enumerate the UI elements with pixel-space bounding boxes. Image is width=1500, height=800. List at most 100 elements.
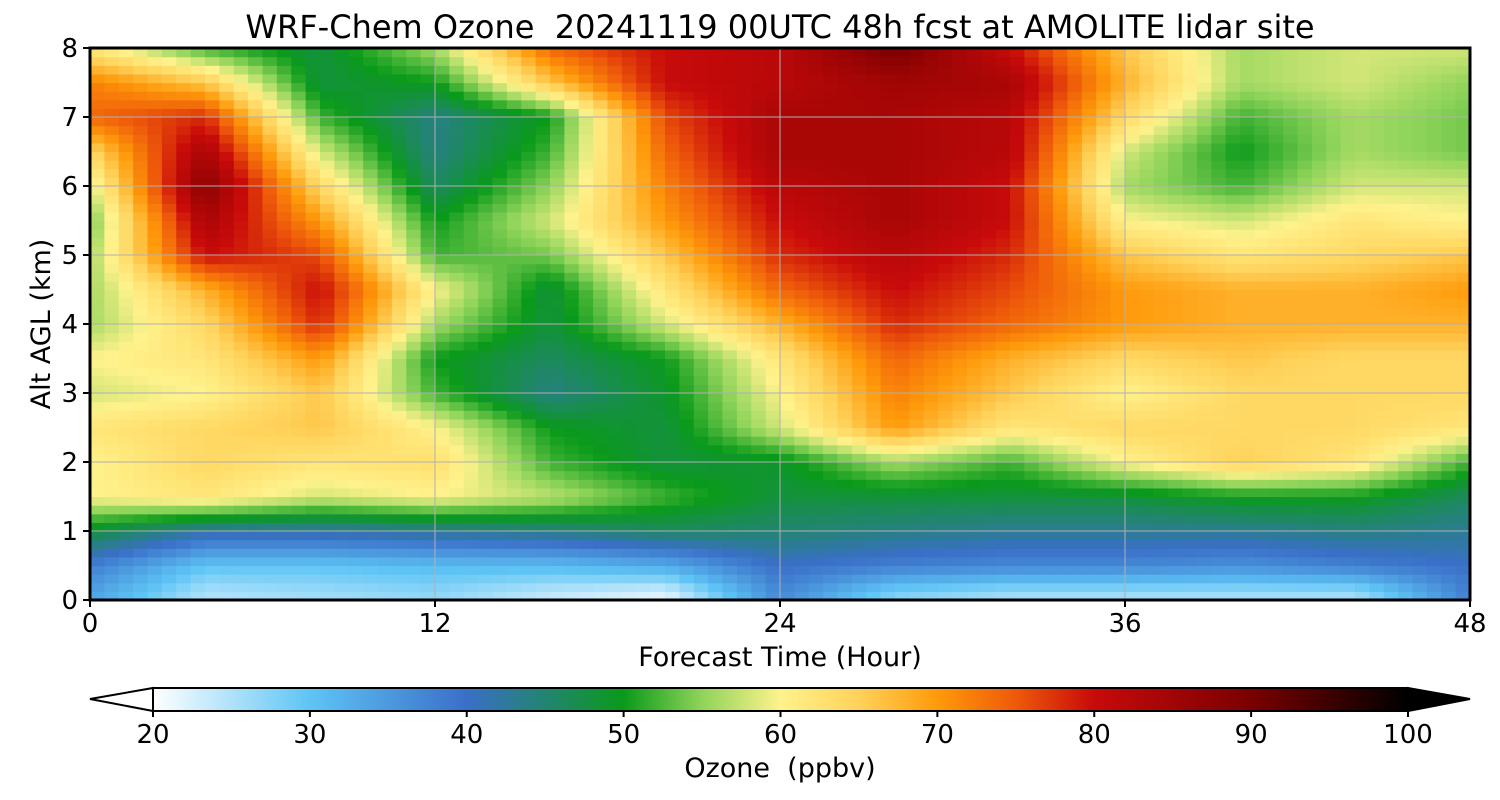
heat-cell <box>1355 591 1370 600</box>
heat-cell <box>492 453 508 463</box>
heat-cell <box>449 272 465 282</box>
heat-cell <box>1254 306 1270 316</box>
heat-cell <box>578 280 594 291</box>
heat-cell <box>1254 401 1270 411</box>
heat-cell <box>823 401 839 411</box>
heat-cell <box>1240 444 1255 454</box>
heat-cell <box>607 229 623 239</box>
heat-cell <box>1067 539 1083 549</box>
heat-cell <box>118 332 134 342</box>
heat-cell <box>276 565 292 575</box>
heat-cell <box>1125 332 1140 342</box>
heat-cell <box>233 401 249 411</box>
heat-cell <box>1067 341 1083 351</box>
heat-cell <box>363 487 379 498</box>
heat-cell <box>248 186 264 196</box>
heat-cell <box>981 246 997 256</box>
heat-cell <box>578 332 594 342</box>
heat-cell <box>895 548 910 558</box>
heat-cell <box>593 453 609 463</box>
heat-cell <box>1369 332 1385 342</box>
heat-cell <box>1110 280 1126 291</box>
heat-cell <box>981 160 997 170</box>
heat-cell <box>521 427 537 437</box>
heat-cell <box>147 582 163 592</box>
heat-cell <box>90 496 105 506</box>
heat-cell <box>161 186 177 196</box>
heat-cell <box>492 358 508 368</box>
heat-cell <box>535 582 551 592</box>
heat-cell <box>463 453 479 463</box>
heat-cell <box>708 280 724 291</box>
heat-cell <box>1426 539 1442 549</box>
heat-cell <box>291 522 307 532</box>
heat-cell <box>1283 462 1299 472</box>
heat-cell <box>837 151 853 161</box>
heat-cell <box>851 444 867 454</box>
heat-cell <box>1398 177 1414 187</box>
heat-cell <box>1268 237 1284 247</box>
heat-cell <box>291 280 307 291</box>
heat-cell <box>1426 393 1442 403</box>
heat-cell <box>190 496 206 506</box>
heat-cell <box>291 358 307 368</box>
heat-cell <box>1369 393 1385 403</box>
heat-cell <box>377 427 393 437</box>
heat-cell <box>938 462 954 472</box>
heat-cell <box>305 565 321 575</box>
heat-cell <box>952 203 968 213</box>
heat-cell <box>1196 505 1212 515</box>
heat-cell <box>751 298 767 308</box>
heat-cell <box>1412 522 1428 532</box>
heat-cell <box>1211 574 1227 584</box>
heat-cell <box>564 229 580 239</box>
heat-cell <box>923 324 939 334</box>
heat-cell <box>966 263 982 273</box>
heat-cell <box>219 341 235 351</box>
heat-cell <box>722 393 738 403</box>
heat-cell <box>621 591 637 600</box>
heat-cell <box>593 229 609 239</box>
heat-cell <box>1182 384 1198 394</box>
heat-cell <box>823 194 839 204</box>
heat-cell <box>1211 186 1227 196</box>
heat-cell <box>938 548 954 558</box>
heat-cell <box>1297 220 1313 230</box>
heat-cell <box>636 332 652 342</box>
heat-cell <box>981 324 997 334</box>
heat-cell <box>535 220 551 230</box>
heat-cell <box>909 470 925 480</box>
heat-cell <box>1426 349 1442 360</box>
heat-cell <box>1053 246 1069 256</box>
heat-cell <box>219 263 235 273</box>
heat-cell <box>90 142 105 153</box>
heat-cell <box>808 505 824 515</box>
heat-cell <box>133 211 149 222</box>
heat-cell <box>435 298 450 308</box>
heat-cell <box>909 237 925 247</box>
heat-cell <box>895 237 910 247</box>
heat-cell <box>722 211 738 222</box>
heat-cell <box>305 505 321 515</box>
heat-cell <box>1441 410 1457 420</box>
heat-cell <box>564 151 580 161</box>
heat-cell <box>492 418 508 429</box>
heat-cell <box>248 375 264 385</box>
heat-cell <box>1096 289 1112 299</box>
heat-cell <box>521 375 537 385</box>
heat-cell <box>952 427 968 437</box>
heat-cell <box>1441 151 1457 161</box>
heat-cell <box>1024 306 1040 316</box>
heat-cell <box>161 401 177 411</box>
heat-cell <box>981 168 997 178</box>
heat-cell <box>981 315 997 325</box>
heat-cell <box>895 574 910 584</box>
heat-cell <box>981 306 997 316</box>
heat-cell <box>751 255 767 265</box>
heat-cell <box>320 186 335 196</box>
heat-cell <box>722 401 738 411</box>
heat-cell <box>190 306 206 316</box>
heat-cell <box>435 263 450 273</box>
heat-cell <box>851 384 867 394</box>
heat-cell <box>147 487 163 498</box>
